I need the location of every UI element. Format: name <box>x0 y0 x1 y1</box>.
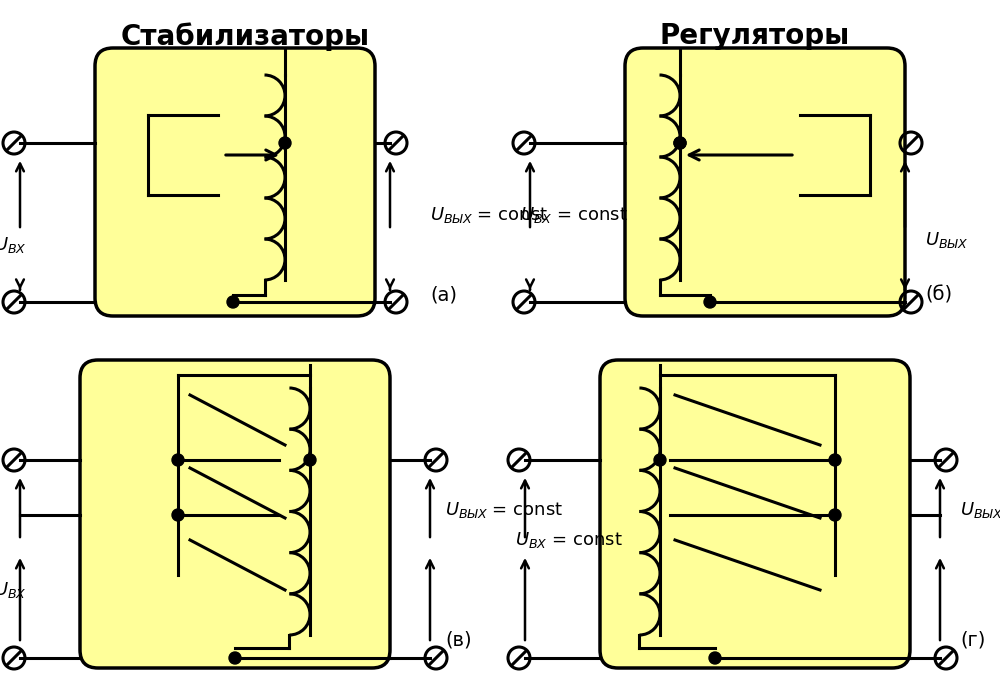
Circle shape <box>654 454 666 466</box>
Text: Стабилизаторы: Стабилизаторы <box>120 22 370 50</box>
Circle shape <box>304 454 316 466</box>
Circle shape <box>829 509 841 521</box>
Circle shape <box>227 296 239 308</box>
Circle shape <box>704 296 716 308</box>
Text: (а): (а) <box>430 286 457 304</box>
Text: $U_{ВЫХ}$ = const: $U_{ВЫХ}$ = const <box>445 500 563 520</box>
Circle shape <box>172 454 184 466</box>
Circle shape <box>674 137 686 149</box>
Circle shape <box>279 137 291 149</box>
Circle shape <box>674 137 686 149</box>
Text: (г): (г) <box>960 631 985 649</box>
Text: $U_{ВЫХ}$ = const: $U_{ВЫХ}$ = const <box>430 205 548 225</box>
Text: $U_{ВХ}$: $U_{ВХ}$ <box>0 580 26 600</box>
Text: $U_{ВХ}$: $U_{ВХ}$ <box>0 235 26 255</box>
Text: $U_{ВЫХ}$: $U_{ВЫХ}$ <box>925 230 968 250</box>
FancyBboxPatch shape <box>600 360 910 668</box>
Circle shape <box>829 454 841 466</box>
FancyBboxPatch shape <box>95 48 375 316</box>
Text: $U_{ВХ}$ = const: $U_{ВХ}$ = const <box>515 530 623 550</box>
FancyBboxPatch shape <box>80 360 390 668</box>
Text: (в): (в) <box>445 631 472 649</box>
Circle shape <box>709 652 721 664</box>
Circle shape <box>229 652 241 664</box>
Text: $U_{ВХ}$ = const: $U_{ВХ}$ = const <box>520 205 628 225</box>
Text: (б): (б) <box>925 286 952 304</box>
FancyBboxPatch shape <box>625 48 905 316</box>
Text: Регуляторы: Регуляторы <box>660 22 850 50</box>
Circle shape <box>172 509 184 521</box>
Text: $U_{ВЫХ}$: $U_{ВЫХ}$ <box>960 500 1000 520</box>
